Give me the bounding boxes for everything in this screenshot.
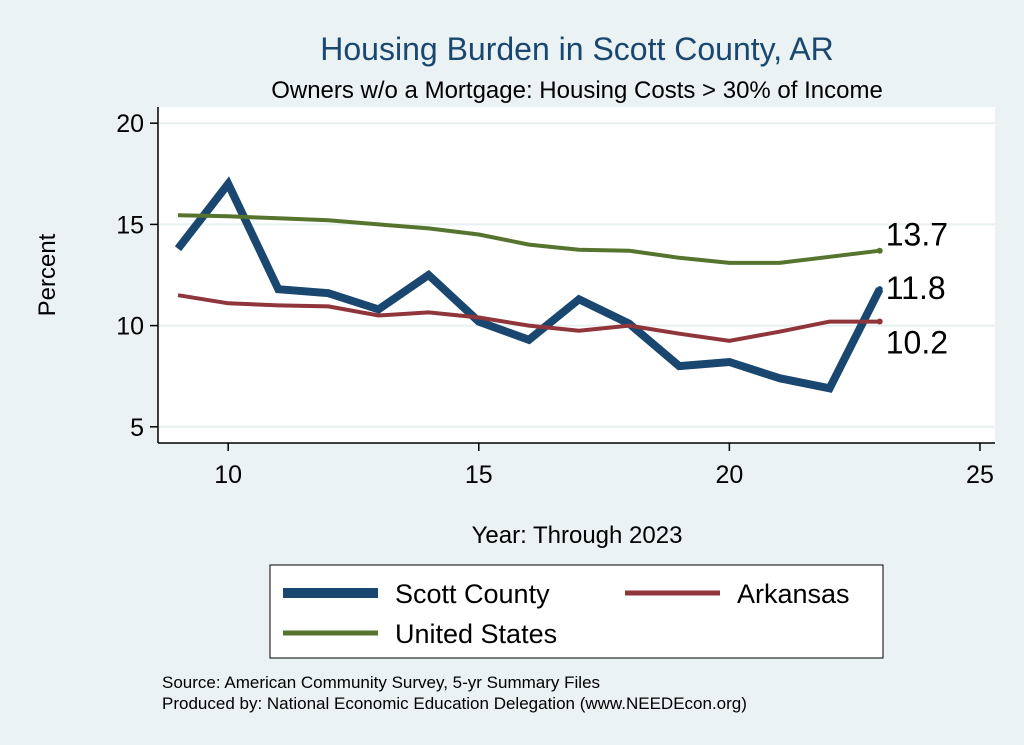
chart-title: Housing Burden in Scott County, AR [320, 31, 833, 67]
end-label-scott-county: 11.8 [886, 270, 946, 306]
legend-box [269, 564, 884, 659]
end-marker-scott-county [876, 286, 883, 293]
x-tick-label-10: 10 [214, 461, 242, 489]
produced-by-note: Produced by: National Economic Education… [162, 694, 747, 713]
series-layer: 11.8 10.2 13.7 [174, 176, 948, 393]
legend-label-united-states: United States [395, 619, 557, 649]
end-marker-united-states [876, 247, 883, 254]
chart-subtitle: Owners w/o a Mortgage: Housing Costs > 3… [271, 77, 883, 104]
y-tick-label-20: 20 [116, 110, 144, 138]
legend-label-arkansas: Arkansas [737, 579, 850, 609]
x-axis: 10 15 20 25 [158, 442, 995, 489]
legend: Scott County Arkansas United States [269, 564, 884, 659]
end-label-united-states: 13.7 [886, 217, 948, 253]
legend-label-scott-county: Scott County [395, 579, 550, 609]
x-tick-label-15: 15 [465, 461, 493, 489]
y-tick-label-15: 15 [116, 211, 144, 239]
y-axis: 5 10 15 20 [116, 107, 159, 443]
x-tick-label-20: 20 [715, 461, 743, 489]
grid-lines [158, 122, 995, 428]
source-note: Source: American Community Survey, 5-yr … [162, 673, 600, 692]
y-tick-label-10: 10 [116, 313, 144, 341]
end-label-arkansas: 10.2 [886, 325, 948, 361]
y-tick-label-5: 5 [130, 414, 144, 442]
end-marker-arkansas [876, 318, 883, 325]
x-tick-label-25: 25 [966, 461, 994, 489]
plot-area [158, 107, 995, 443]
x-axis-title: Year: Through 2023 [472, 522, 683, 549]
y-axis-title: Percent [34, 233, 61, 316]
